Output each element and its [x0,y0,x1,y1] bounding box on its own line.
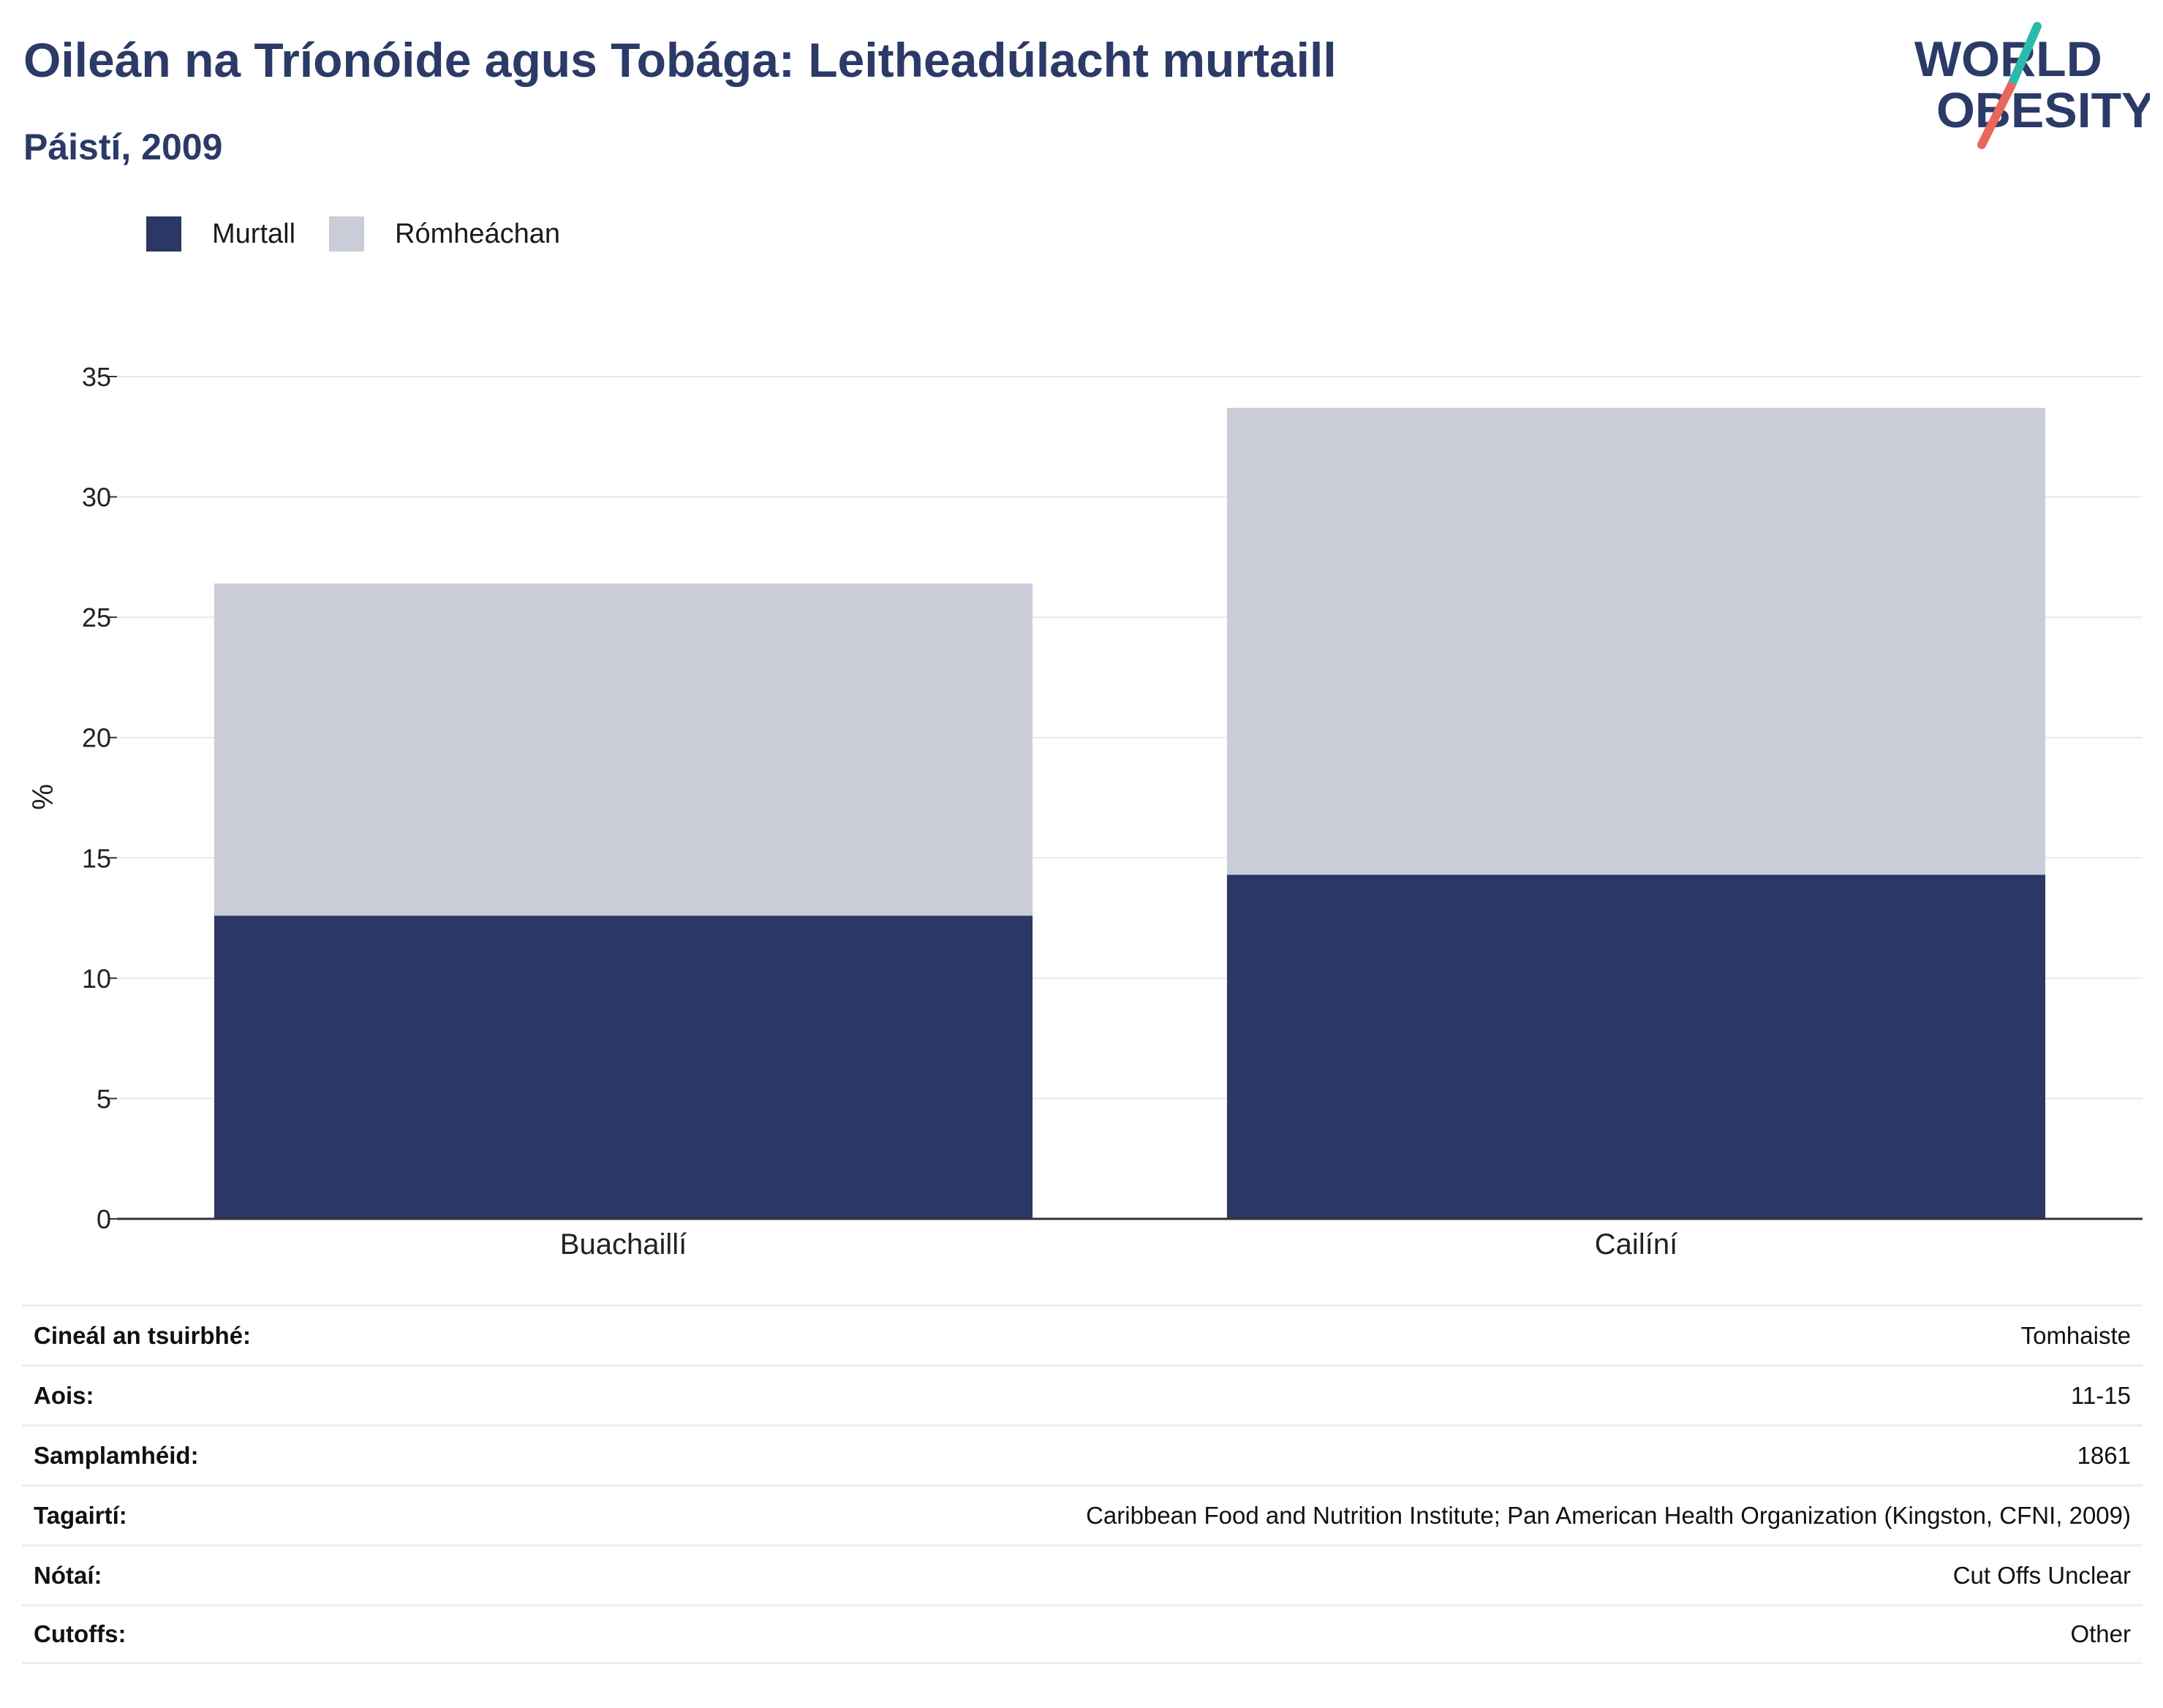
chart-legend: Murtall Rómheáchan [146,216,594,252]
legend-swatch-obese [146,216,181,252]
y-tick-label: 15 [82,843,111,873]
info-label: Tagairtí: [34,1501,127,1529]
bar-obese [214,915,1033,1219]
bars [214,407,2046,1219]
legend-item-overweight[interactable]: Rómheáchan [329,216,560,252]
info-label: Cineál an tsuirbhé: [34,1321,252,1349]
y-tick-label: 0 [97,1204,111,1234]
y-tick-label: 20 [82,723,111,753]
bar-obese [1226,874,2046,1219]
info-label: Cutoffs: [34,1620,127,1647]
info-label: Nótaí: [34,1561,102,1589]
info-value: Other [2070,1620,2131,1647]
legend-label-obese: Murtall [212,218,296,249]
logo-slash-coral [1977,82,2015,149]
info-value: 11-15 [2071,1381,2131,1409]
info-row-cutoffs: Cutoffs: Other [22,1604,2143,1664]
logo-slash-teal [2007,22,2042,91]
legend-item-obese[interactable]: Murtall [146,216,295,252]
world-obesity-logo: WORLD OBESITY [1914,22,2150,149]
y-axis-label: % [27,784,59,810]
info-row-survey-type: Cineál an tsuirbhé: Tomhaiste [22,1304,2143,1364]
bar-overweight [1226,407,2046,875]
info-label: Samplamhéid: [34,1441,199,1469]
info-row-notes: Nótaí: Cut Offs Unclear [22,1544,2143,1604]
x-tick-label: Cailíní [1595,1228,1677,1261]
info-row-sample-size: Samplamhéid: 1861 [22,1424,2143,1484]
stacked-bar-chart: 0 5 10 15 20 25 30 35 Buachaillí Cailíní % [27,362,2143,1261]
x-tick-label: Buachaillí [560,1228,687,1261]
y-tick-label: 25 [82,602,111,632]
survey-info-table: Cineál an tsuirbhé: Tomhaiste Aois: 11-1… [22,1304,2143,1664]
info-value: 1861 [2077,1441,2131,1469]
legend-swatch-overweight [329,216,365,252]
info-row-references: Tagairtí: Caribbean Food and Nutrition I… [22,1484,2143,1544]
x-tick-labels: Buachaillí Cailíní [560,1228,1677,1261]
y-tick-label: 5 [97,1084,111,1114]
info-value: Tomhaiste [2020,1321,2131,1349]
y-tick-label: 30 [82,483,111,513]
info-row-age: Aois: 11-15 [22,1364,2143,1424]
chart-subtitle: Páistí, 2009 [23,126,223,167]
legend-label-overweight: Rómheáchan [395,218,561,249]
bar-overweight [214,583,1033,916]
chart-title: Oileán na Tríonóide agus Tobága: Leithea… [23,33,1337,87]
info-value: Cut Offs Unclear [1952,1561,2131,1589]
logo-line-1: WORLD [1914,31,2102,87]
info-label: Aois: [34,1381,94,1409]
logo-line-2: OBESITY [1936,83,2150,138]
y-tick-label: 10 [82,964,111,994]
y-tick-labels: 0 5 10 15 20 25 30 35 [82,362,117,1234]
y-tick-label: 35 [82,362,111,392]
info-value: Caribbean Food and Nutrition Institute; … [1086,1501,2131,1529]
